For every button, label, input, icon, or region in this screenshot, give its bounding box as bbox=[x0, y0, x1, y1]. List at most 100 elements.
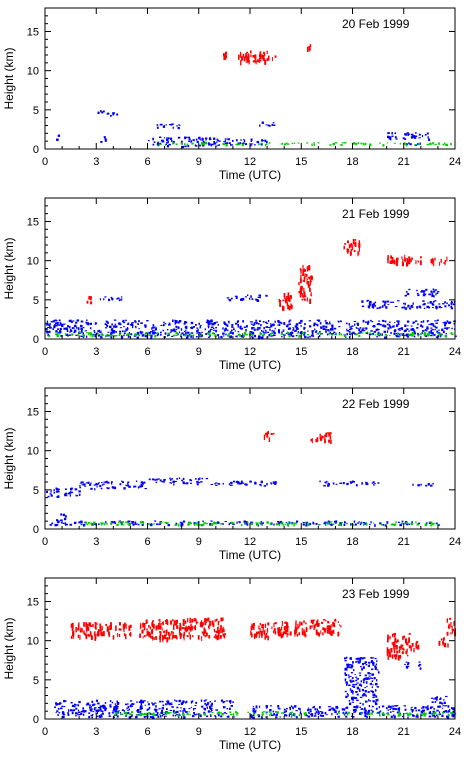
data-cluster bbox=[343, 239, 361, 257]
data-point bbox=[86, 332, 88, 334]
data-point bbox=[293, 142, 296, 144]
data-point bbox=[110, 114, 112, 117]
data-point bbox=[87, 702, 90, 705]
data-point bbox=[250, 632, 253, 636]
data-point bbox=[226, 708, 228, 710]
data-point bbox=[343, 523, 346, 526]
data-point bbox=[301, 631, 304, 636]
data-point bbox=[344, 673, 347, 676]
data-point bbox=[219, 628, 221, 634]
data-point bbox=[58, 703, 61, 705]
data-point bbox=[98, 632, 100, 637]
data-point bbox=[447, 705, 450, 708]
data-point bbox=[224, 322, 227, 325]
data-point bbox=[141, 331, 144, 333]
data-point bbox=[267, 336, 269, 338]
data-point bbox=[445, 143, 448, 146]
data-point bbox=[332, 482, 335, 484]
data-point bbox=[358, 332, 360, 334]
data-point bbox=[198, 334, 201, 337]
data-point bbox=[149, 716, 153, 718]
data-point bbox=[346, 333, 349, 336]
data-point bbox=[119, 622, 121, 626]
data-point bbox=[309, 280, 311, 286]
data-point bbox=[128, 333, 131, 335]
data-point bbox=[98, 329, 100, 333]
data-point bbox=[139, 705, 143, 708]
data-point bbox=[329, 321, 331, 324]
data-point bbox=[397, 258, 399, 260]
data-point bbox=[118, 322, 121, 325]
data-point bbox=[310, 275, 313, 281]
data-point bbox=[100, 330, 102, 333]
data-point bbox=[115, 335, 118, 337]
data-point bbox=[201, 137, 204, 140]
data-point bbox=[404, 638, 408, 644]
data-point bbox=[243, 334, 245, 338]
data-point bbox=[209, 708, 212, 710]
data-point bbox=[377, 333, 379, 336]
data-point bbox=[283, 711, 287, 713]
data-point bbox=[451, 332, 453, 334]
data-point bbox=[252, 716, 255, 720]
data-point bbox=[360, 696, 363, 698]
data-point bbox=[199, 326, 202, 329]
data-point bbox=[153, 330, 156, 332]
data-point bbox=[161, 707, 164, 710]
series-1 bbox=[54, 656, 456, 720]
data-point bbox=[181, 627, 184, 630]
data-point bbox=[423, 712, 426, 715]
data-point bbox=[450, 707, 453, 710]
data-point bbox=[353, 520, 356, 523]
data-point bbox=[179, 521, 183, 524]
x-axis-label: Time (UTC) bbox=[219, 358, 281, 372]
data-point bbox=[348, 664, 352, 666]
data-point bbox=[178, 703, 180, 705]
data-point bbox=[387, 709, 389, 711]
data-point bbox=[255, 522, 258, 524]
data-point bbox=[424, 329, 427, 331]
data-point bbox=[279, 522, 282, 524]
data-point bbox=[419, 333, 422, 335]
data-point bbox=[402, 259, 404, 263]
data-point bbox=[429, 521, 431, 523]
data-point bbox=[296, 520, 298, 523]
data-point bbox=[154, 335, 157, 338]
data-point bbox=[249, 331, 252, 333]
data-point bbox=[180, 707, 182, 709]
data-point bbox=[267, 124, 270, 127]
data-point bbox=[310, 713, 314, 716]
data-point bbox=[355, 683, 358, 686]
data-point bbox=[347, 240, 349, 244]
data-point bbox=[104, 138, 107, 140]
data-point bbox=[444, 710, 447, 712]
data-point bbox=[145, 716, 147, 718]
data-point bbox=[103, 523, 105, 526]
data-point bbox=[131, 322, 133, 325]
data-point bbox=[351, 698, 354, 700]
data-point bbox=[57, 134, 60, 136]
data-point bbox=[224, 633, 226, 636]
data-point bbox=[353, 706, 355, 708]
data-point bbox=[450, 302, 452, 305]
data-point bbox=[69, 319, 72, 322]
data-point bbox=[312, 521, 315, 525]
data-point bbox=[176, 710, 179, 713]
data-point bbox=[288, 521, 291, 524]
data-point bbox=[202, 524, 205, 526]
data-point bbox=[177, 326, 180, 329]
data-point bbox=[306, 266, 309, 270]
data-point bbox=[369, 524, 371, 526]
data-point bbox=[316, 330, 318, 332]
data-point bbox=[79, 486, 82, 489]
data-point bbox=[398, 333, 401, 336]
data-point bbox=[298, 626, 300, 628]
data-point bbox=[211, 711, 214, 714]
data-point bbox=[340, 522, 344, 523]
data-point bbox=[407, 325, 409, 327]
data-point bbox=[358, 521, 360, 523]
data-point bbox=[86, 300, 89, 304]
data-point bbox=[433, 711, 437, 715]
data-point bbox=[347, 674, 350, 676]
data-point bbox=[263, 327, 265, 330]
